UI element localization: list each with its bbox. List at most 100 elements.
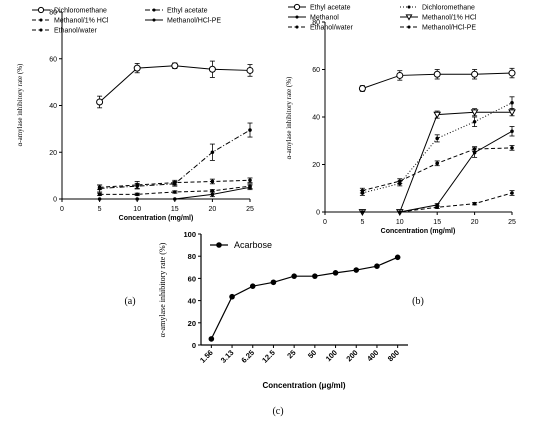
series-line	[362, 147, 513, 192]
data-point	[171, 62, 179, 70]
data-point	[248, 184, 252, 188]
legend-marker	[295, 25, 299, 29]
data-point	[353, 267, 360, 273]
legend-marker	[39, 18, 43, 22]
legend-label: Acarbose	[234, 240, 272, 250]
y-tick-label: 80	[188, 252, 196, 261]
data-point	[472, 119, 477, 124]
data-point	[510, 100, 514, 105]
legend-label: Ethanol/water	[54, 28, 97, 35]
data-point	[510, 191, 514, 195]
x-tick-label: 15	[171, 206, 179, 213]
x-axis-label: Concentration (mg/ml)	[119, 215, 194, 222]
data-point	[435, 205, 440, 210]
x-tick-label: 6.25	[239, 348, 256, 365]
data-point	[358, 85, 366, 92]
data-point	[510, 146, 514, 150]
x-tick-label: 20	[209, 206, 217, 213]
y-tick-label: 60	[49, 56, 57, 63]
legend-label: Ethanol/water	[310, 25, 353, 32]
y-tick-label: 20	[312, 162, 320, 169]
y-tick-label: 100	[183, 230, 196, 239]
data-point	[508, 109, 516, 117]
data-point	[471, 70, 479, 78]
data-point	[173, 197, 177, 201]
x-axis-label: Concentration (μg/ml)	[262, 381, 345, 390]
data-point	[394, 254, 401, 261]
legend-label: Methanol	[310, 15, 339, 22]
data-point	[210, 189, 215, 193]
panel-c: 0 20 40 60 80 100 1.56 3.13 6.25 12.5 25 50 100 200 40…	[158, 230, 408, 417]
data-point	[135, 197, 139, 201]
x-tick-label: 12.5	[260, 348, 277, 365]
legend-marker	[37, 6, 45, 14]
y-tick-label: 80	[49, 10, 57, 17]
x-tick-label: 3.13	[219, 348, 236, 365]
x-tick-label: 25	[246, 206, 254, 213]
series-line	[362, 130, 513, 213]
legend-marker	[407, 25, 411, 29]
legend-label: Dichloromethane	[54, 8, 107, 15]
data-point	[210, 150, 215, 155]
x-tick-label: 10	[133, 206, 141, 213]
y-tick-label: 0	[53, 197, 57, 204]
y-tick-label: 80	[312, 20, 320, 27]
x-tick-label: 20	[471, 219, 479, 226]
data-point	[229, 293, 235, 300]
series-methanol-hcl-pe	[359, 145, 515, 194]
data-point	[470, 109, 479, 117]
series-line	[99, 129, 251, 189]
legend-label: Ethyl acetate	[310, 5, 351, 12]
series-ethyl-acetate	[358, 67, 516, 92]
data-point	[173, 180, 177, 185]
legend-label: Dichloromethane	[422, 5, 475, 12]
y-tick-label: 40	[49, 103, 57, 110]
data-point	[135, 192, 139, 197]
data-point	[291, 273, 297, 279]
data-point	[360, 210, 365, 214]
legend-label: Ethyl acetate	[167, 8, 208, 15]
y-tick-label: 60	[312, 67, 320, 74]
legend-marker	[405, 14, 413, 21]
x-tick-label: 0	[323, 219, 327, 226]
x-tick-label: 5	[360, 219, 364, 226]
data-point	[208, 65, 216, 73]
data-point	[248, 178, 252, 183]
panel-b: 0 5 10 15 20 25 0 20 40 60 80 Concentration (mg/ml)…	[285, 3, 516, 307]
data-point	[97, 192, 102, 197]
data-point	[210, 179, 215, 184]
data-point	[135, 183, 139, 187]
legend-label: Methanol/HCl-PE	[422, 25, 476, 32]
data-point	[208, 336, 215, 342]
y-tick-label: 0	[192, 341, 196, 350]
data-point	[332, 270, 339, 276]
data-point	[510, 129, 514, 134]
y-axis-label: α-amylase inhibitory rate (%)	[158, 242, 167, 337]
x-tick-label: 400	[365, 348, 380, 363]
panel-label: (a)	[124, 296, 135, 307]
legend-label: Methanol/1% HCl	[422, 15, 477, 22]
panel-label: (b)	[412, 296, 424, 307]
series-line	[99, 65, 251, 103]
x-tick-label: 0	[60, 206, 64, 213]
legend-label: Methanol/HCl-PE	[167, 18, 221, 25]
legend-marker	[295, 15, 299, 19]
data-point	[96, 98, 104, 106]
x-tick-label: 50	[306, 348, 318, 360]
legend-marker	[39, 28, 43, 32]
data-point	[312, 273, 318, 279]
data-point	[374, 263, 380, 269]
panel-a: 0 5 10 15 20 25 0 20 40 60 80 Concentration (mg/ml)…	[16, 6, 254, 307]
y-tick-label: 20	[49, 150, 57, 157]
data-point	[360, 188, 365, 193]
data-point	[396, 71, 404, 79]
data-point	[97, 197, 102, 201]
y-tick-label: 40	[312, 115, 320, 122]
series-ethanol-water	[97, 183, 253, 197]
data-point	[472, 147, 477, 151]
data-point	[472, 201, 477, 206]
x-axis-label: Concentration (mg/ml)	[381, 228, 456, 235]
data-point	[133, 64, 141, 72]
x-tick-label: 25	[285, 348, 297, 360]
